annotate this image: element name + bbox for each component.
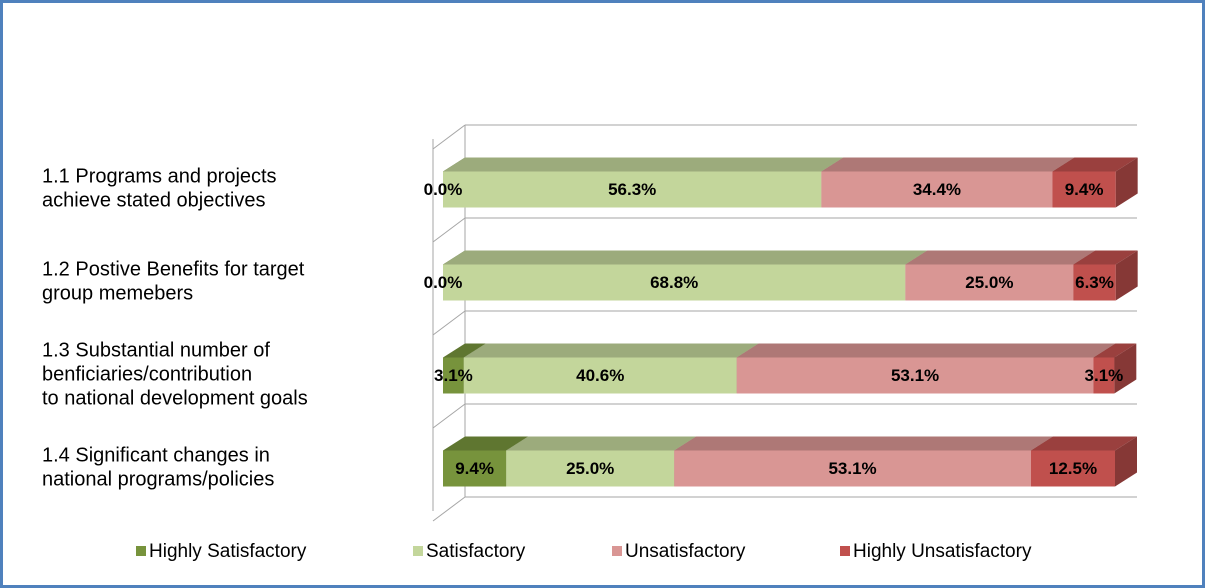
legend-label: Satisfactory: [426, 541, 526, 562]
data-label: 6.3%: [1075, 273, 1114, 292]
bar-segment: [1052, 157, 1138, 208]
bar-top: [443, 343, 486, 358]
row-divider-floor: [432, 496, 466, 522]
bar-top: [821, 157, 1075, 172]
bar-top: [1073, 250, 1138, 265]
data-label: 53.1%: [891, 366, 939, 385]
data-label: 3.1%: [434, 366, 473, 385]
data-label: 53.1%: [828, 459, 876, 478]
bar-top: [443, 436, 529, 451]
bar-front: [443, 450, 507, 487]
bar-top: [674, 436, 1053, 451]
bar-side: [1115, 157, 1138, 208]
data-label: 68.8%: [650, 273, 698, 292]
data-label: 25.0%: [965, 273, 1013, 292]
data-label: 34.4%: [913, 180, 961, 199]
legend-label: Highly Satisfactory: [149, 541, 307, 562]
legend-swatch: [840, 546, 850, 556]
data-label: 25.0%: [566, 459, 614, 478]
bar-segment: [736, 343, 1116, 394]
bar-side: [1115, 250, 1138, 301]
bar-top: [905, 250, 1096, 265]
legend-swatch: [413, 546, 423, 556]
data-label: 3.1%: [1085, 366, 1124, 385]
bar-segment: [674, 436, 1053, 487]
row-divider-floor: [432, 217, 466, 243]
bar-top: [463, 343, 759, 358]
category-label: 1.3 Substantial number of benficiaries/co…: [42, 340, 308, 410]
bar-front: [1031, 450, 1115, 487]
bar-front: [821, 171, 1053, 208]
row-divider-floor: [432, 403, 466, 429]
bar-segment: [1031, 436, 1137, 487]
category-label: 1.2 Postive Benefits for target group mem…: [42, 259, 305, 305]
bar-top: [443, 157, 844, 172]
legend-swatch: [136, 546, 146, 556]
bar-top: [1031, 436, 1137, 451]
row-divider-floor: [432, 124, 466, 150]
bar-front: [736, 357, 1094, 394]
bar-front: [1093, 357, 1115, 394]
data-label: 9.4%: [1065, 180, 1104, 199]
bar-front: [1073, 264, 1116, 301]
bar-front: [674, 450, 1031, 487]
bar-segment: [443, 250, 928, 301]
bar-segment: [1073, 250, 1138, 301]
bar-segment: [1093, 343, 1137, 394]
bar-front: [443, 171, 822, 208]
legend-label: Highly Unsatisfactory: [853, 541, 1032, 562]
bar-side: [1115, 436, 1137, 487]
bar-front: [506, 450, 675, 487]
category-label: 1.4 Significant changes in national progr…: [42, 445, 274, 491]
legend-label: Unsatisfactory: [625, 541, 746, 562]
bar-top: [736, 343, 1116, 358]
data-label: 40.6%: [576, 366, 624, 385]
legend-swatch: [612, 546, 622, 556]
bar-top: [443, 250, 928, 265]
category-label: 1.1 Programs and projects achieve stated …: [42, 166, 277, 212]
bar-front: [443, 357, 464, 394]
data-label: 0.0%: [424, 273, 463, 292]
data-label: 0.0%: [424, 180, 463, 199]
bar-front: [1052, 171, 1116, 208]
data-label: 9.4%: [455, 459, 494, 478]
bar-top: [1093, 343, 1137, 358]
data-label: 56.3%: [608, 180, 656, 199]
bar-top: [506, 436, 697, 451]
bar-front: [905, 264, 1074, 301]
bar-top: [1052, 157, 1138, 172]
bar-side: [1114, 343, 1137, 394]
bar-segment: [506, 436, 697, 487]
data-label: 12.5%: [1049, 459, 1097, 478]
row-divider-floor: [432, 310, 466, 336]
bar-front: [443, 264, 906, 301]
bar-front: [463, 357, 737, 394]
